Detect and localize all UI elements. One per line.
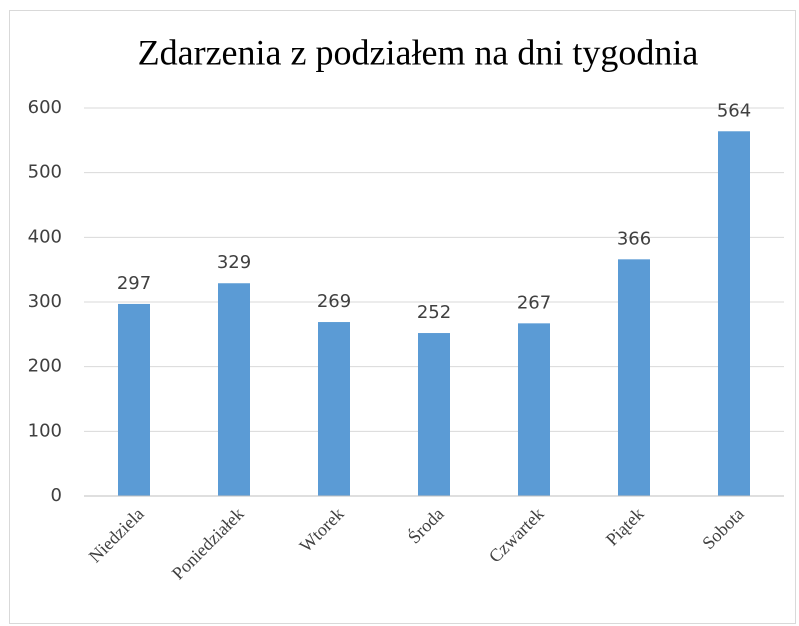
data-label: 252 [417, 302, 451, 323]
data-label: 366 [617, 228, 651, 249]
bar [418, 333, 450, 496]
y-tick-label: 200 [28, 356, 62, 377]
bar [318, 322, 350, 496]
bar [218, 283, 250, 496]
y-tick-label: 600 [28, 97, 62, 118]
bar [618, 259, 650, 496]
data-label: 329 [217, 252, 251, 273]
y-tick-label: 100 [28, 420, 62, 441]
y-tick-label: 300 [28, 291, 62, 312]
data-label: 564 [717, 100, 751, 121]
y-tick-label: 500 [28, 162, 62, 183]
data-label: 267 [517, 292, 551, 313]
bar [718, 131, 750, 496]
y-tick-label: 400 [28, 226, 62, 247]
data-label: 297 [117, 273, 151, 294]
y-tick-label: 0 [51, 485, 62, 506]
chart-title: Zdarzenia z podziałem na dni tygodnia [138, 32, 699, 72]
data-label: 269 [317, 291, 351, 312]
bar [118, 303, 150, 496]
bar [518, 323, 550, 496]
